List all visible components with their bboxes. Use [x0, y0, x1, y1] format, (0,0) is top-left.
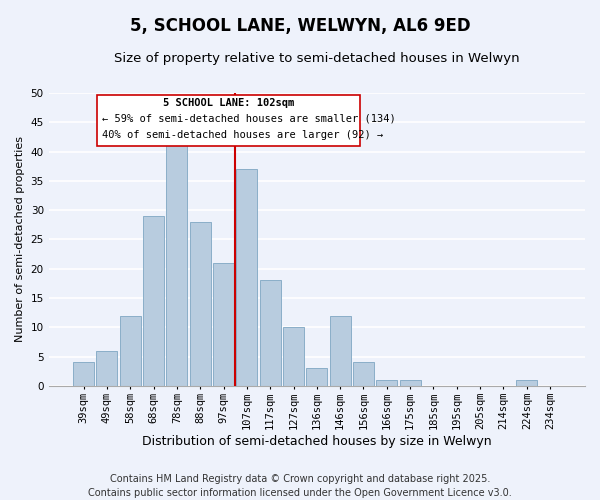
Text: 40% of semi-detached houses are larger (92) →: 40% of semi-detached houses are larger (… [103, 130, 383, 140]
Text: 5, SCHOOL LANE, WELWYN, AL6 9ED: 5, SCHOOL LANE, WELWYN, AL6 9ED [130, 18, 470, 36]
Bar [260, 280, 281, 386]
Bar [400, 380, 421, 386]
Bar [190, 222, 211, 386]
Bar [329, 316, 350, 386]
Bar [213, 263, 234, 386]
Bar [236, 169, 257, 386]
Bar [283, 328, 304, 386]
Bar [73, 362, 94, 386]
X-axis label: Distribution of semi-detached houses by size in Welwyn: Distribution of semi-detached houses by … [142, 434, 491, 448]
Bar [120, 316, 140, 386]
Bar [97, 350, 118, 386]
Y-axis label: Number of semi-detached properties: Number of semi-detached properties [15, 136, 25, 342]
Bar [166, 140, 187, 386]
Bar [516, 380, 537, 386]
Bar [376, 380, 397, 386]
Bar [353, 362, 374, 386]
Text: Contains HM Land Registry data © Crown copyright and database right 2025.
Contai: Contains HM Land Registry data © Crown c… [88, 474, 512, 498]
Text: 5 SCHOOL LANE: 102sqm: 5 SCHOOL LANE: 102sqm [163, 98, 294, 108]
Text: ← 59% of semi-detached houses are smaller (134): ← 59% of semi-detached houses are smalle… [103, 114, 396, 124]
Bar [143, 216, 164, 386]
Title: Size of property relative to semi-detached houses in Welwyn: Size of property relative to semi-detach… [114, 52, 520, 66]
Bar [307, 368, 328, 386]
FancyBboxPatch shape [97, 94, 360, 146]
